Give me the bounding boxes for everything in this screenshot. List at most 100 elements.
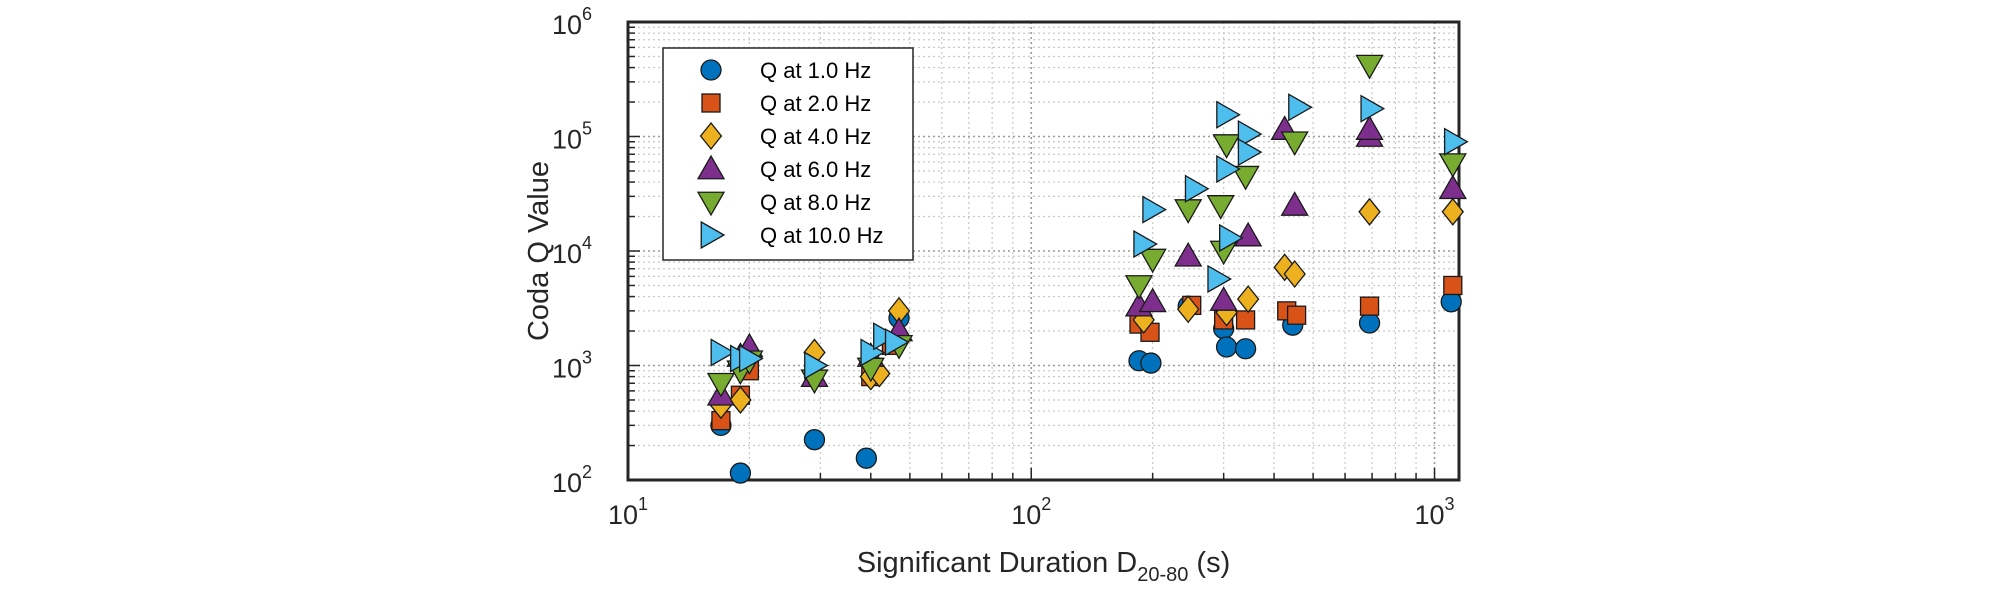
x-tick-label-exponent: 3 xyxy=(1445,494,1455,514)
data-point xyxy=(1237,138,1263,167)
data-point xyxy=(1288,93,1313,122)
legend-label: Q at 10.0 Hz xyxy=(760,223,884,248)
data-point xyxy=(860,338,886,367)
data-point xyxy=(1438,174,1467,200)
data-point xyxy=(1140,352,1162,374)
x-tick-label: 103 xyxy=(1414,494,1454,530)
data-point xyxy=(884,328,910,357)
data-point xyxy=(1438,153,1467,178)
y-tick-label: 105 xyxy=(552,119,592,155)
data-point xyxy=(1215,336,1238,358)
y-tick-label: 103 xyxy=(552,348,592,384)
data-point xyxy=(1206,195,1235,220)
legend-marker xyxy=(701,93,721,113)
data-point xyxy=(1235,310,1256,330)
data-point xyxy=(1174,199,1203,224)
y-axis-label: Coda Q Value xyxy=(523,161,555,341)
data-point xyxy=(1231,165,1260,191)
data-point xyxy=(1124,275,1154,300)
x-axis-label-subscript: 20-80 xyxy=(1137,564,1188,586)
data-point xyxy=(1358,312,1381,334)
legend-item: Q at 6.0 Hz xyxy=(696,154,871,182)
data-point xyxy=(1283,259,1306,289)
data-point xyxy=(804,351,829,380)
legend: Q at 1.0 Hz Q at 2.0 Hz Q at 4.0 Hz Q at 6.… xyxy=(662,47,914,261)
y-tick-label: 102 xyxy=(552,462,592,498)
data-point xyxy=(1443,275,1463,296)
data-point xyxy=(729,385,752,415)
data-point xyxy=(1280,191,1309,216)
x-tick-label: 101 xyxy=(608,494,648,530)
legend-items: Q at 1.0 Hz Q at 2.0 Hz Q at 4.0 Hz Q at 6.… xyxy=(696,58,884,250)
data-point xyxy=(1237,119,1263,149)
y-tick-label-base: 10 xyxy=(552,468,582,498)
data-point xyxy=(729,462,752,484)
data-point xyxy=(1184,174,1210,203)
legend-label: Q at 1.0 Hz xyxy=(760,58,871,83)
y-tick-label-base: 10 xyxy=(552,354,582,384)
data-point xyxy=(1358,197,1381,226)
data-point xyxy=(1236,285,1260,314)
x-axis-label-suffix: (s) xyxy=(1188,547,1230,579)
legend-item: Q at 4.0 Hz xyxy=(699,121,871,151)
x-tick-label-exponent: 2 xyxy=(1041,494,1051,514)
data-point xyxy=(1360,94,1386,123)
legend-item: Q at 1.0 Hz xyxy=(700,58,871,83)
data-point xyxy=(1216,154,1241,184)
y-tick-label-base: 10 xyxy=(552,10,582,40)
data-point xyxy=(1234,338,1257,360)
legend-label: Q at 4.0 Hz xyxy=(760,124,871,149)
data-point xyxy=(1209,286,1238,311)
data-point xyxy=(710,338,736,367)
data-point xyxy=(803,429,826,451)
y-tick-label: 104 xyxy=(552,233,592,269)
data-point xyxy=(1443,127,1469,156)
data-point xyxy=(1280,131,1309,157)
data-point xyxy=(1359,296,1380,316)
y-tick-label-exponent: 2 xyxy=(582,462,592,482)
data-point xyxy=(1138,248,1167,274)
legend-marker xyxy=(696,154,726,180)
x-tick-labels: 101 102 103 xyxy=(608,494,1455,530)
x-tick-label-base: 10 xyxy=(1011,500,1041,530)
grid-lines xyxy=(627,21,1459,481)
y-tick-label-exponent: 6 xyxy=(582,4,592,24)
data-point xyxy=(1207,264,1233,294)
data-point xyxy=(706,372,736,398)
y-tick-label-exponent: 3 xyxy=(582,348,592,368)
x-tick-label-base: 10 xyxy=(1414,500,1444,530)
series-6 xyxy=(710,93,1469,380)
legend-marker xyxy=(699,121,723,151)
x-axis-label-main: Significant Duration D xyxy=(857,547,1137,579)
legend-item: Q at 8.0 Hz xyxy=(696,190,871,217)
y-tick-label: 106 xyxy=(552,4,592,40)
x-tick-label: 102 xyxy=(1011,494,1051,530)
data-point xyxy=(1133,229,1158,259)
series-5 xyxy=(706,54,1467,398)
x-tick-label-exponent: 1 xyxy=(638,494,648,514)
data-point xyxy=(855,447,878,469)
data-point xyxy=(1212,134,1241,159)
legend-label: Q at 6.0 Hz xyxy=(760,157,871,182)
data-point xyxy=(1216,100,1241,129)
y-tick-label-exponent: 5 xyxy=(582,119,592,139)
data-point xyxy=(738,344,764,373)
data-point xyxy=(1142,195,1167,224)
x-tick-label-base: 10 xyxy=(608,500,638,530)
series-1 xyxy=(710,291,1462,484)
x-axis-label: Significant Duration D20-80 (s) xyxy=(857,547,1231,586)
data-point xyxy=(1138,287,1167,313)
legend-marker xyxy=(700,59,722,81)
legend-item: Q at 10.0 Hz xyxy=(700,220,884,250)
y-tick-label-exponent: 4 xyxy=(582,233,592,253)
data-point xyxy=(1234,221,1263,247)
legend-marker xyxy=(700,220,726,250)
data-point xyxy=(1219,223,1244,253)
data-point xyxy=(1441,197,1465,226)
y-tick-label-base: 10 xyxy=(552,125,582,155)
data-point xyxy=(1174,241,1203,267)
data-point xyxy=(1355,54,1384,80)
legend-label: Q at 2.0 Hz xyxy=(760,91,871,116)
